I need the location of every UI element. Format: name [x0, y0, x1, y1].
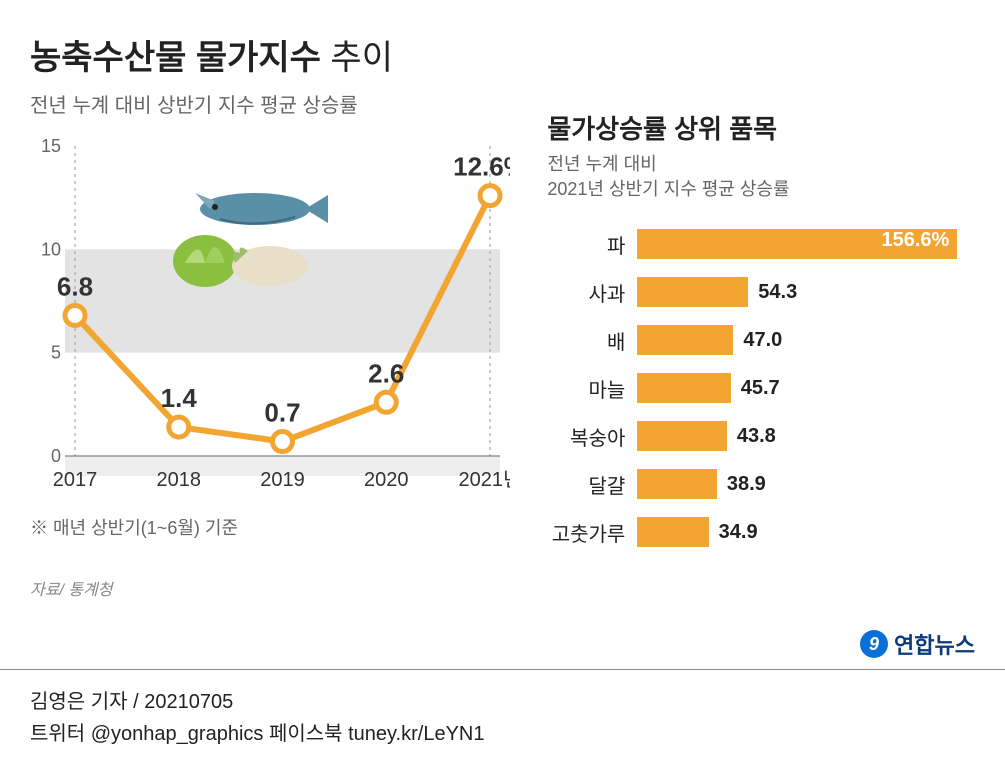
bar-fill — [637, 277, 748, 307]
title-bold: 농축수산물 물가지수 — [30, 39, 321, 77]
logo-icon: 9 — [860, 630, 888, 658]
bar-list: 파 156.6% 사과 54.3 배 47.0 마늘 45.7 복숭아 43.8 달걀 38.9 고춧가… — [547, 220, 975, 556]
bar-track: 34.9 — [637, 517, 975, 547]
bar-label: 고춧가루 — [547, 518, 637, 547]
svg-text:2017: 2017 — [53, 469, 98, 491]
bar-row: 사과 54.3 — [547, 268, 975, 316]
bar-value: 54.3 — [758, 281, 797, 304]
bar-fill — [637, 517, 708, 547]
bar-label: 복숭아 — [547, 422, 637, 451]
bar-row: 마늘 45.7 — [547, 364, 975, 412]
bar-value: 45.7 — [741, 377, 780, 400]
bar-track: 54.3 — [637, 277, 975, 307]
bar-label: 배 — [547, 326, 637, 355]
bar-value: 38.9 — [727, 473, 766, 496]
logo: 9 연합뉴스 — [860, 628, 975, 660]
bar-label: 달걀 — [547, 470, 637, 499]
bar-label: 사과 — [547, 278, 637, 307]
title-light: 추이 — [321, 39, 393, 77]
logo-text: 연합뉴스 — [894, 628, 975, 660]
line-chart-panel: 전년 누계 대비 상반기 지수 평균 상승률 0 5 10 15 6.8 1.4 0.7 2.… — [30, 89, 517, 556]
svg-text:2021년: 2021년 — [459, 468, 510, 491]
bar-fill — [637, 469, 716, 499]
bar-track: 47.0 — [637, 325, 975, 355]
svg-text:0.7: 0.7 — [264, 398, 300, 428]
bar-label: 마늘 — [547, 374, 637, 403]
divider-line — [0, 669, 1005, 670]
svg-text:5: 5 — [51, 343, 61, 363]
bar-subtitle-line1: 전년 누계 대비 — [547, 154, 656, 174]
bar-fill — [637, 325, 733, 355]
svg-text:12.6%: 12.6% — [453, 152, 510, 182]
footer: 김영은 기자 / 20210705 트위터 @yonhap_graphics 페… — [30, 686, 484, 750]
bar-chart-title: 물가상승률 상위 품목 — [547, 109, 975, 146]
bar-value: 34.9 — [719, 521, 758, 544]
food-illustration — [160, 181, 330, 291]
bar-track: 45.7 — [637, 373, 975, 403]
bar-row: 고춧가루 34.9 — [547, 508, 975, 556]
svg-text:1.4: 1.4 — [161, 383, 198, 413]
bar-row: 달걀 38.9 — [547, 460, 975, 508]
bar-subtitle-line2: 2021년 상반기 지수 평균 상승률 — [547, 179, 789, 199]
bar-value: 43.8 — [737, 425, 776, 448]
svg-text:15: 15 — [41, 136, 61, 156]
source-text: 자료/ 통계청 — [30, 576, 975, 600]
bar-track: 43.8 — [637, 421, 975, 451]
main-title: 농축수산물 물가지수 추이 — [30, 30, 975, 79]
bar-value: 156.6% — [882, 229, 950, 252]
svg-text:0: 0 — [51, 446, 61, 466]
bar-row: 배 47.0 — [547, 316, 975, 364]
line-chart-subtitle: 전년 누계 대비 상반기 지수 평균 상승률 — [30, 89, 517, 118]
svg-text:2018: 2018 — [157, 469, 202, 491]
bar-row: 파 156.6% — [547, 220, 975, 268]
footer-credit: 김영은 기자 / 20210705 — [30, 686, 484, 718]
line-chart: 0 5 10 15 6.8 1.4 0.7 2.6 12.6% 2017 2018 2019 2020 2… — [30, 126, 510, 506]
bar-fill — [637, 421, 727, 451]
bar-row: 복숭아 43.8 — [547, 412, 975, 460]
svg-text:2019: 2019 — [260, 469, 305, 491]
svg-text:2020: 2020 — [364, 469, 409, 491]
footer-social: 트위터 @yonhap_graphics 페이스북 tuney.kr/LeYN1 — [30, 718, 484, 750]
bar-fill — [637, 373, 730, 403]
content-row: 전년 누계 대비 상반기 지수 평균 상승률 0 5 10 15 6.8 1.4 0.7 2.… — [30, 89, 975, 556]
svg-text:6.8: 6.8 — [57, 271, 93, 301]
svg-text:2.6: 2.6 — [368, 358, 404, 388]
svg-text:10: 10 — [41, 239, 61, 259]
bar-value: 47.0 — [743, 329, 782, 352]
bar-fill: 156.6% — [637, 229, 957, 259]
bar-chart-subtitle: 전년 누계 대비 2021년 상반기 지수 평균 상승률 — [547, 152, 975, 202]
line-chart-note: ※ 매년 상반기(1~6월) 기준 — [30, 514, 517, 540]
bar-track: 156.6% — [637, 229, 975, 259]
bar-label: 파 — [547, 230, 637, 259]
bar-chart-panel: 물가상승률 상위 품목 전년 누계 대비 2021년 상반기 지수 평균 상승률… — [547, 89, 975, 556]
bar-track: 38.9 — [637, 469, 975, 499]
